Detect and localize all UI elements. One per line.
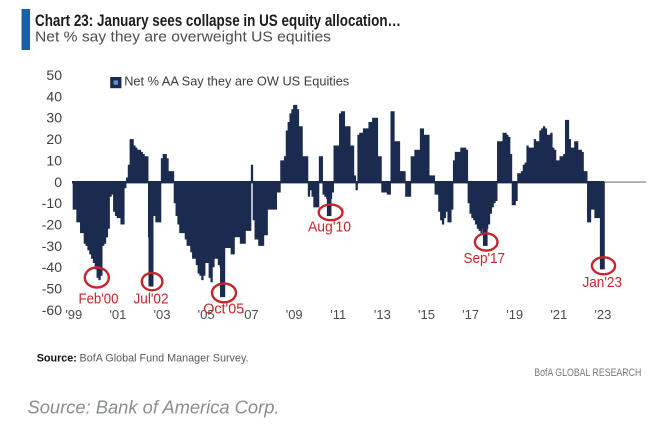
svg-text:'11: '11 [330,307,346,322]
svg-text:'07: '07 [242,307,259,322]
svg-text:'23: '23 [594,307,611,322]
svg-text:'19: '19 [506,307,523,322]
svg-text:Net % AA Say they are OW US Eq: Net % AA Say they are OW US Equities [124,74,349,89]
svg-text:'99: '99 [65,307,82,322]
svg-text:-60: -60 [42,302,62,318]
svg-text:-40: -40 [42,259,62,275]
svg-text:Jul'02: Jul'02 [134,291,169,308]
svg-text:BofA Global Fund Manager Surve: BofA Global Fund Manager Survey. [80,353,249,365]
svg-text:'13: '13 [374,307,391,322]
svg-text:10: 10 [46,152,62,168]
svg-text:'17: '17 [462,307,479,322]
svg-text:-20: -20 [42,217,62,233]
svg-text:Sep'17: Sep'17 [464,250,506,267]
svg-text:'15: '15 [418,307,435,322]
svg-text:-30: -30 [42,238,62,254]
svg-text:'09: '09 [286,307,303,322]
svg-text:0: 0 [54,174,62,190]
svg-text:30: 30 [46,110,62,126]
svg-text:Feb'00: Feb'00 [79,291,119,308]
svg-text:Jan'23: Jan'23 [583,274,623,291]
svg-text:'01: '01 [109,307,126,322]
svg-text:BofA GLOBAL RESEARCH: BofA GLOBAL RESEARCH [534,367,641,379]
svg-text:50: 50 [46,67,62,83]
svg-text:'21: '21 [550,307,567,322]
svg-text:'03: '03 [154,307,171,322]
svg-text:Net % say they are overweight: Net % say they are overweight US equitie… [35,29,331,46]
svg-text:20: 20 [46,131,62,147]
svg-text:Source: Bank of America Corp.: Source: Bank of America Corp. [28,398,280,418]
svg-text:Source:: Source: [37,353,77,365]
svg-text:Chart 23: January sees collaps: Chart 23: January sees collapse in US eq… [35,12,401,30]
svg-text:'05: '05 [198,307,215,322]
svg-text:-50: -50 [42,281,62,297]
svg-text:Aug'10: Aug'10 [308,218,351,235]
svg-text:-10: -10 [42,195,62,211]
svg-text:40: 40 [46,88,62,104]
svg-text:Oct'05: Oct'05 [203,301,244,318]
